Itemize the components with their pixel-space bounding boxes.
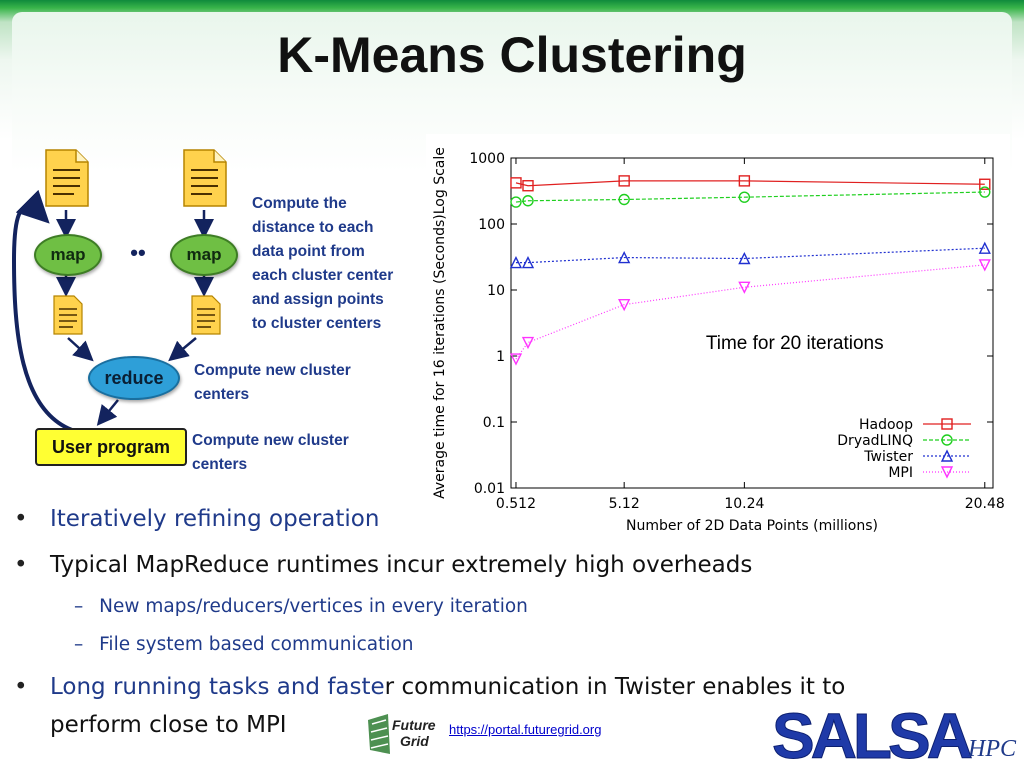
- data-point-mpi: [738, 281, 751, 294]
- data-point-twister: [738, 251, 751, 265]
- map-node: map: [170, 234, 238, 276]
- futuregrid-logo-word2: Grid: [400, 733, 429, 749]
- document-icon: [183, 149, 227, 207]
- y-tick-label: 1000: [469, 151, 505, 167]
- data-point-dryadlinq: [618, 193, 630, 206]
- futuregrid-logo: Future Grid: [368, 714, 436, 754]
- legend-label: Twister: [863, 449, 913, 465]
- slide-title: K-Means Clustering: [277, 27, 747, 83]
- futuregrid-logo-word1: Future: [392, 717, 436, 733]
- legend-label: MPI: [888, 465, 913, 481]
- bullet-text: Typical MapReduce runtimes incur extreme…: [50, 552, 753, 578]
- futuregrid-portal-link[interactable]: https://portal.futuregrid.org: [449, 722, 602, 737]
- x-tick-label: 0.512: [496, 496, 536, 512]
- data-point-hadoop: [510, 177, 522, 189]
- salsa-hpc-logo: SALSA HPC: [772, 700, 1017, 764]
- user-note-line: centers: [192, 456, 248, 473]
- arrow-feedback-loop: [11, 189, 73, 432]
- data-point-mpi: [978, 259, 991, 272]
- bullet-continuation: perform close to MPI: [50, 712, 287, 738]
- y-tick-label: 100: [478, 217, 505, 233]
- y-tick-label: 0.1: [483, 415, 505, 431]
- bullet-dot: •: [14, 506, 28, 532]
- map-note-line: distance to each: [252, 219, 374, 236]
- document-icon: [191, 295, 221, 335]
- ellipsis: ••: [130, 240, 146, 265]
- map-note-line: to cluster centers: [252, 315, 382, 332]
- data-point-mpi: [618, 298, 631, 312]
- series-line-dryadlinq: [515, 191, 985, 203]
- legend-marker: [941, 418, 953, 430]
- bullet-text: Iteratively refining operation: [50, 506, 380, 532]
- sub-bullet-dash: –: [74, 596, 84, 617]
- bullet-text-blue: Long running tasks and faste: [50, 674, 385, 700]
- mapreduce-diagram-arrows: [11, 189, 214, 432]
- reduce-node: reduce: [88, 356, 180, 400]
- legend-marker: [941, 434, 953, 446]
- series-line-mpi: [515, 264, 985, 360]
- salsa-logo-word: SALSA: [772, 700, 972, 764]
- document-icon: [45, 149, 89, 207]
- data-point-twister: [978, 241, 991, 254]
- reduce-note-line: Compute new cluster: [194, 362, 351, 379]
- arrow-out2-to-reduce: [168, 337, 197, 362]
- bullet-text-dark: r communication in Twister enables it to: [384, 674, 846, 700]
- data-point-hadoop: [522, 180, 534, 192]
- y-tick-label: 10: [487, 283, 505, 299]
- x-tick-label: 10.24: [724, 496, 764, 512]
- y-axis-label: Average time for 16 iterations (Seconds)…: [432, 147, 448, 499]
- reduce-note: Compute new cluster centers: [194, 359, 351, 407]
- series-line-twister: [515, 247, 985, 264]
- data-point-dryadlinq: [510, 196, 522, 208]
- x-tick-label: 20.48: [965, 496, 1005, 512]
- arrow-reduce-to-user: [96, 399, 119, 426]
- map-note-line: and assign points: [252, 291, 384, 308]
- data-point-hadoop: [979, 178, 991, 190]
- legend-marker: [940, 449, 954, 462]
- map-note-line: data point from: [252, 243, 365, 260]
- data-point-twister: [618, 251, 631, 264]
- bullet-dot: •: [14, 674, 28, 700]
- sub-bullet-item: – File system based communication: [74, 634, 414, 655]
- bullet-text-dark: perform close to MPI: [50, 712, 287, 738]
- arrow-out1-to-reduce: [67, 337, 94, 362]
- y-tick-label: 1: [496, 349, 505, 365]
- data-point-hadoop: [618, 175, 630, 187]
- data-point-twister: [521, 256, 535, 269]
- series-line-hadoop: [515, 180, 985, 187]
- user-note-line: Compute new cluster: [192, 432, 349, 449]
- data-point-hadoop: [738, 175, 751, 187]
- kmeans-performance-chart: 1000 100 10 1 0.1 0.010.512 5.12 10.24 20.48 Numb…: [432, 147, 1005, 534]
- data-point-dryadlinq: [738, 191, 751, 203]
- sub-bullet-text: File system based communication: [99, 634, 414, 655]
- data-point-dryadlinq: [522, 195, 534, 207]
- x-axis-label: Number of 2D Data Points (millions): [626, 518, 878, 534]
- data-point-mpi: [521, 336, 535, 350]
- y-tick-label: 0.01: [474, 481, 505, 497]
- user-program-box: User program: [35, 428, 187, 466]
- map-note-line: each cluster center: [252, 267, 394, 284]
- chart-panel: 1000 100 10 1 0.1 0.01 0.512 5.12 10.24 20.48 Numb…: [426, 134, 1010, 538]
- data-point-mpi: [509, 353, 523, 366]
- legend-label: DryadLINQ: [837, 433, 913, 449]
- data-point-dryadlinq: [979, 186, 991, 198]
- plot-frame: [510, 157, 994, 489]
- x-tick-label: 5.12: [609, 496, 640, 512]
- bullet-text: Long running tasks and faster communicat…: [50, 674, 845, 700]
- bullet-dot: •: [14, 552, 28, 578]
- sub-bullet-item: – New maps/reducers/vertices in every it…: [74, 596, 528, 617]
- legend-marker: [940, 466, 954, 479]
- map-note: Compute the distance to each data point …: [252, 192, 393, 336]
- legend-label: Hadoop: [859, 417, 913, 433]
- reduce-note-line: centers: [194, 386, 250, 403]
- document-icon: [53, 295, 83, 335]
- salsa-logo-suffix: HPC: [967, 736, 1017, 762]
- data-point-twister: [509, 256, 523, 269]
- map-node: map: [34, 234, 102, 276]
- map-note-line: Compute the: [252, 195, 347, 212]
- sub-bullet-dash: –: [74, 634, 84, 655]
- sub-bullet-text: New maps/reducers/vertices in every iter…: [99, 596, 528, 617]
- user-note: Compute new cluster centers: [192, 429, 349, 477]
- chart-annotation: Time for 20 iterations: [706, 333, 884, 354]
